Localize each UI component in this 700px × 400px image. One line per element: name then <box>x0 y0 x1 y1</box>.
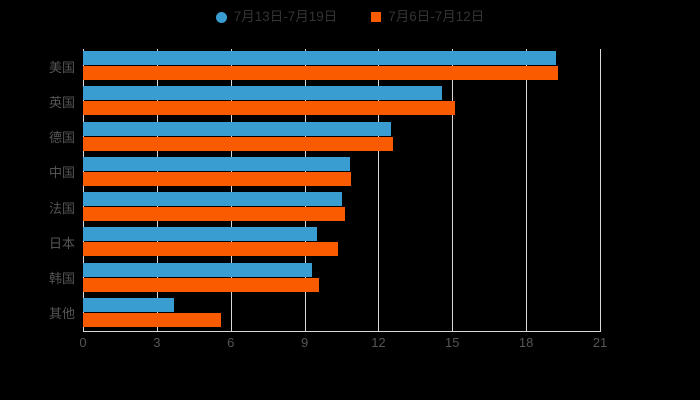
plot-area <box>83 49 601 331</box>
category-axis: 美国英国德国中国法国日本韩国其他 <box>0 49 75 331</box>
legend-entry-series-1[interactable]: 7月6日-7月12日 <box>371 10 484 24</box>
x-tick-label-18: 18 <box>518 335 534 350</box>
bar-德国-series-0[interactable] <box>83 121 391 136</box>
legend-label-series-0: 7月13日-7月19日 <box>233 9 338 25</box>
square-marker-icon <box>371 12 382 22</box>
category-label-中国: 中国 <box>48 165 75 181</box>
bar-日本-series-0[interactable] <box>83 227 317 242</box>
gridline <box>304 49 306 331</box>
bar-美国-series-0[interactable] <box>83 51 556 65</box>
chart-legend: 7月13日-7月19日 7月6日-7月12日 <box>0 0 700 34</box>
x-tick-label-3: 3 <box>153 335 161 350</box>
bar-中国-series-1[interactable] <box>83 171 352 186</box>
x-tick-label-6: 6 <box>227 335 235 350</box>
x-tick-label-12: 12 <box>371 335 386 350</box>
x-tick-label-15: 15 <box>445 335 460 350</box>
gridline <box>378 49 380 331</box>
legend-label-series-1: 7月6日-7月12日 <box>388 9 485 25</box>
category-label-美国: 美国 <box>48 59 75 75</box>
x-tick-label-9: 9 <box>300 335 309 350</box>
bar-group <box>83 297 600 333</box>
category-label-德国: 德国 <box>48 130 75 146</box>
gridline <box>452 49 454 331</box>
bar-英国-series-1[interactable] <box>83 101 455 116</box>
bar-group <box>83 86 600 121</box>
gridline <box>83 49 84 331</box>
bar-group <box>83 51 600 86</box>
bar-英国-series-0[interactable] <box>83 86 443 101</box>
value-axis: 0 3 6 9 12 15 18 21 <box>0 336 700 356</box>
bar-日本-series-1[interactable] <box>83 242 338 257</box>
circle-marker-icon <box>215 11 227 23</box>
gridline <box>156 49 158 331</box>
bar-美国-series-1[interactable] <box>83 66 559 80</box>
bar-group <box>83 192 600 227</box>
legend-entry-series-0[interactable]: 7月13日-7月19日 <box>215 9 338 25</box>
bar-德国-series-1[interactable] <box>83 136 394 151</box>
category-label-其他: 其他 <box>48 306 75 322</box>
category-label-日本: 日本 <box>48 235 75 251</box>
gridline <box>600 49 601 331</box>
bar-中国-series-0[interactable] <box>83 156 351 171</box>
category-label-法国: 法国 <box>48 200 75 216</box>
gridline <box>230 49 232 331</box>
bar-法国-series-0[interactable] <box>83 192 342 206</box>
bar-韩国-series-1[interactable] <box>83 277 320 292</box>
bar-group <box>83 262 600 298</box>
gridline <box>526 49 528 331</box>
value-axis-line <box>83 331 601 332</box>
bar-法国-series-1[interactable] <box>83 207 346 221</box>
bar-group <box>83 227 600 262</box>
bar-series-container <box>83 49 600 331</box>
x-tick-label-0: 0 <box>79 335 87 350</box>
x-tick-label-21: 21 <box>592 335 608 350</box>
bar-group <box>83 121 600 157</box>
bar-其他-series-0[interactable] <box>83 297 175 312</box>
bar-其他-series-1[interactable] <box>83 312 221 327</box>
category-label-韩国: 韩国 <box>48 271 75 287</box>
bar-韩国-series-0[interactable] <box>83 262 312 277</box>
category-label-英国: 英国 <box>48 94 75 110</box>
bar-group <box>83 156 600 192</box>
